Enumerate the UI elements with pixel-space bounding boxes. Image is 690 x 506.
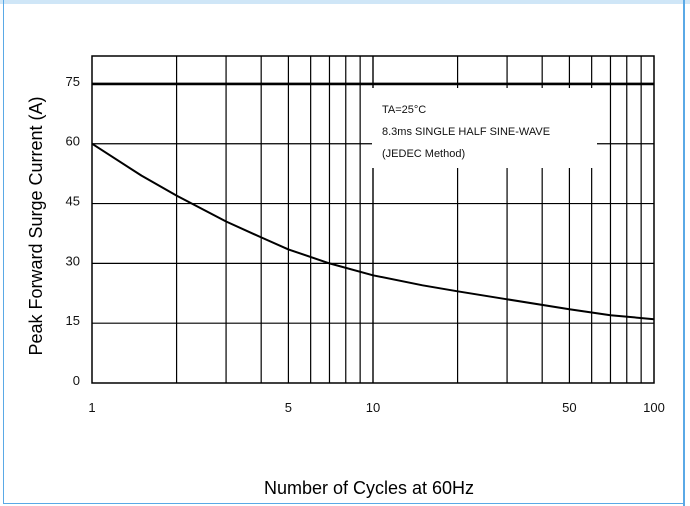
frame-right-border [683,0,685,506]
y-tick-label: 60 [66,134,80,149]
y-tick-label: 30 [66,253,80,268]
annotation-line-2: 8.3ms SINGLE HALF SINE-WAVE [382,126,550,138]
x-tick-label: 10 [366,400,380,415]
x-tick-label: 1 [88,400,95,415]
y-tick-label: 0 [73,373,80,388]
figure-frame [3,0,684,504]
frame-top-border [0,0,690,4]
annotation-line-3: (JEDEC Method) [382,148,465,160]
x-tick-label: 50 [562,400,576,415]
y-tick-label: 45 [66,194,80,209]
x-tick-labels: 1 5 10 50 100 [88,400,664,415]
series-group [91,142,655,321]
annotation-line-1: TA=25°C [382,104,426,116]
y-axis-title: Peak Forward Surge Current (A) [26,96,46,355]
y-tick-labels: 0 15 30 45 60 75 [66,74,80,388]
x-tick-label: 5 [285,400,292,415]
plot-area-border [91,55,655,384]
x-axis-title: Number of Cycles at 60Hz [264,478,474,498]
annotation-background [372,88,597,168]
series-line [91,142,655,321]
y-tick-label: 15 [66,313,80,328]
x-tick-label: 100 [643,400,665,415]
y-tick-label: 75 [66,74,80,89]
